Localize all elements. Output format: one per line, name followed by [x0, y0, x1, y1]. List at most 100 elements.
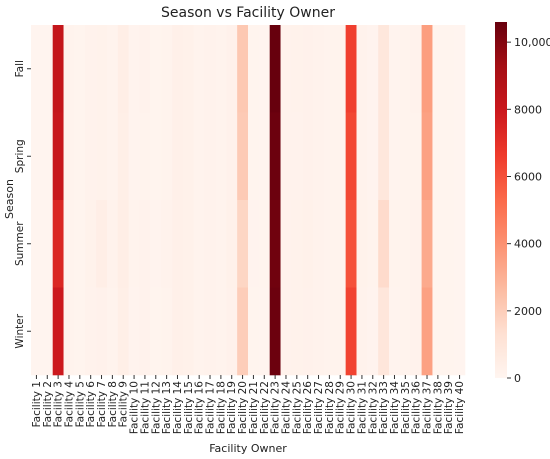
x-tick-label: Facility 39 [443, 381, 455, 434]
heatmap-cell [356, 200, 368, 288]
y-tick-label: Summer [14, 221, 26, 266]
heatmap-cell [302, 25, 314, 113]
heatmap-cell [237, 112, 249, 201]
colorbar-tick-label: 0 [514, 372, 521, 385]
heatmap-cell [258, 112, 270, 201]
heatmap-cell [269, 287, 281, 376]
heatmap-cell [117, 287, 129, 376]
y-tick-label: Fall [14, 60, 26, 77]
heatmap-cell [280, 287, 292, 376]
heatmap-cell [74, 25, 86, 113]
x-tick-label: Facility 36 [411, 381, 423, 434]
heatmap-cell [345, 112, 357, 201]
heatmap-cell [52, 25, 64, 113]
heatmap-cell [399, 112, 412, 201]
heatmap-cell [410, 287, 422, 376]
heatmap-cell [302, 287, 314, 376]
heatmap-cell [258, 25, 270, 113]
heatmap-cell [421, 200, 433, 288]
x-tick-label: Facility 13 [161, 381, 173, 434]
colorbar-tick-label: 4000 [514, 238, 542, 251]
x-tick-label: Facility 33 [378, 381, 390, 434]
heatmap-cell [41, 200, 53, 288]
heatmap-cell [106, 200, 119, 288]
heatmap-cell [52, 112, 64, 201]
heatmap-cell [378, 25, 390, 113]
heatmap-cell [172, 200, 184, 288]
heatmap-cell [323, 112, 336, 201]
x-tick-label: Facility 22 [259, 381, 271, 434]
x-tick-label: Facility 14 [172, 381, 184, 434]
heatmap-cell [41, 287, 53, 376]
heatmap-cell [31, 287, 43, 376]
x-tick-label: Facility 10 [129, 381, 141, 434]
heatmap-cell [139, 112, 151, 201]
x-tick-label: Facility 37 [422, 381, 434, 434]
heatmap-cell [302, 112, 314, 201]
heatmap-cell [96, 112, 108, 201]
x-tick-label: Facility 28 [324, 381, 336, 434]
heatmap-cell [150, 287, 162, 376]
y-axis-title: Season [3, 179, 16, 219]
heatmap-cell [193, 112, 205, 201]
x-tick-label: Facility 30 [346, 381, 358, 434]
heatmap-cell [215, 200, 227, 288]
heatmap-cell [182, 25, 195, 113]
heatmap-cell [421, 112, 433, 201]
x-tick-label: Facility 35 [400, 381, 412, 434]
heatmap-cell [280, 200, 292, 288]
y-tick-label: Winter [14, 313, 26, 348]
heatmap-cell [172, 112, 184, 201]
heatmap-cell [117, 200, 129, 288]
heatmap-cell [432, 287, 444, 376]
x-tick-label: Facility 16 [194, 381, 206, 434]
heatmap-cell [421, 25, 433, 113]
x-tick-label: Facility 7 [96, 381, 108, 427]
heatmap-cell [356, 287, 368, 376]
x-tick-label: Facility 3 [53, 381, 65, 427]
heatmap-cell [291, 112, 303, 201]
heatmap-cell [204, 25, 216, 113]
heatmap-cell [215, 25, 227, 113]
heatmap-cell [150, 200, 162, 288]
heatmap-cell [172, 287, 184, 376]
x-tick-label: Facility 2 [42, 381, 54, 427]
x-tick-label: Facility 29 [335, 381, 347, 434]
heatmap-cell [269, 25, 281, 113]
heatmap-cell [204, 287, 216, 376]
x-tick-label: Facility 19 [226, 381, 238, 434]
heatmap-cell [378, 200, 390, 288]
x-tick-label: Facility 27 [313, 381, 325, 434]
heatmap-cell [291, 25, 303, 113]
heatmap-cell [454, 200, 466, 288]
heatmap-cell [367, 200, 379, 288]
heatmap-cell [410, 200, 422, 288]
heatmap-cell [193, 200, 205, 288]
x-tick-label: Facility 40 [454, 381, 466, 434]
heatmap-cell [389, 25, 401, 113]
heatmap-cell [399, 200, 412, 288]
x-tick-label: Facility 4 [63, 381, 75, 428]
colorbar-tick-label: 6000 [514, 170, 542, 183]
heatmap-cell [128, 287, 140, 376]
heatmap-cell [63, 25, 75, 113]
heatmap-cell [96, 25, 108, 113]
y-axis: Fall Spring Summer Winter [14, 60, 31, 349]
heatmap-cell [139, 287, 151, 376]
colorbar-tick-label: 8000 [514, 103, 542, 116]
heatmap-cell [161, 200, 173, 288]
heatmap-cell [345, 287, 357, 376]
heatmap-cell [117, 112, 129, 201]
heatmap-cell [443, 25, 455, 113]
heatmap-cell [63, 112, 75, 201]
heatmap-cell [41, 112, 53, 201]
heatmap-cell [63, 287, 75, 376]
x-tick-label: Facility 34 [389, 381, 401, 434]
x-tick-label: Facility 1 [31, 381, 43, 427]
x-tick-label: Facility 18 [215, 381, 227, 434]
x-tick-label: Facility 15 [183, 381, 195, 434]
heatmap-cell [215, 287, 227, 376]
heatmap-cell [334, 112, 346, 201]
colorbar-tick-label: 10,000 [514, 36, 550, 49]
heatmap-cell [139, 200, 151, 288]
